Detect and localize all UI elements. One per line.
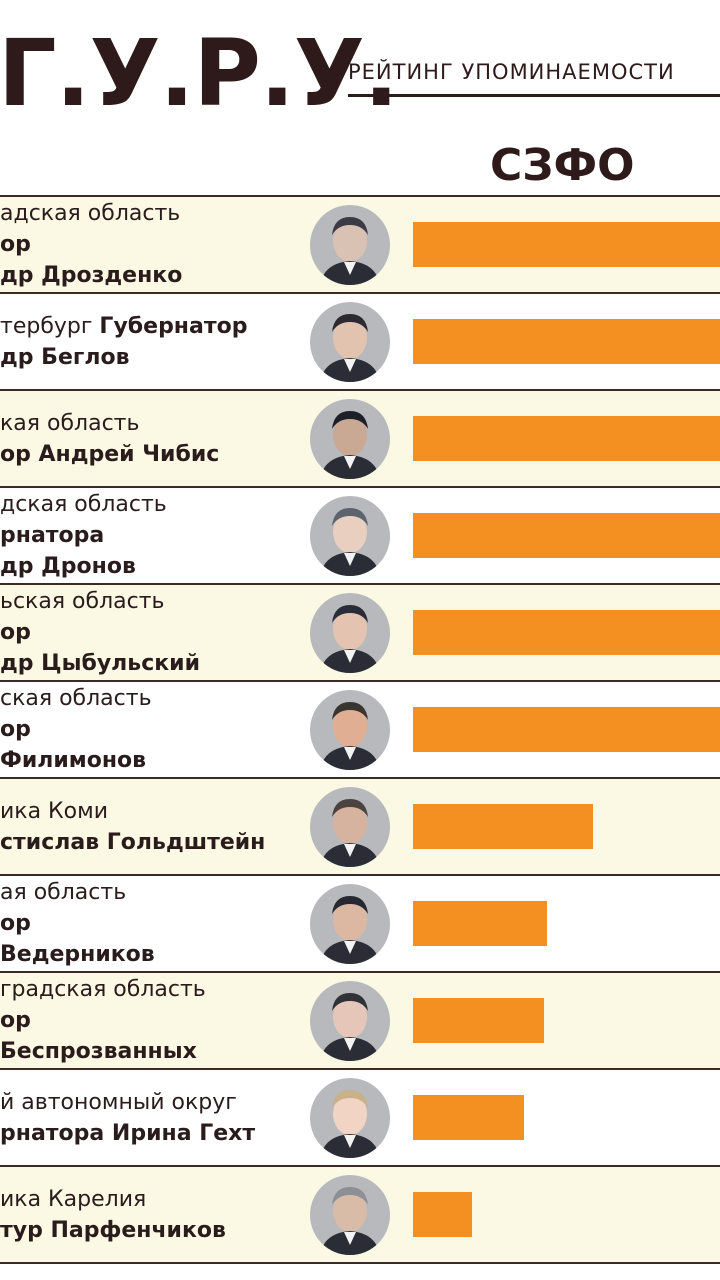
ranking-row: адская область ор др Дрозденко [0,195,720,292]
ranking-row: й автономный округ рнатора Ирина Гехт [0,1068,720,1165]
label-line: др Дрозденко [0,263,183,288]
label-line: др Цыбульский [0,651,201,676]
label-line: Беспрозванных [0,1039,197,1064]
mention-bar [413,1095,524,1140]
official-label: тербург Губернатор др Беглов [0,294,300,389]
ranking-row: ская область ор Филимонов [0,680,720,777]
ranking-row: дская область рнатора др Дронов [0,486,720,583]
label-line: рнатора Ирина Гехт [0,1120,256,1146]
ranking-row: тербург Губернатор др Беглов [0,292,720,389]
label-line: тербург Губернатор [0,311,300,342]
portrait-photo [310,496,390,576]
portrait-photo [310,884,390,964]
label-line: др Беглов [0,344,130,370]
label-line: рнатора [0,523,105,548]
label-line: ика Карелия [0,1186,147,1212]
label-line: й автономный округ [0,1089,237,1115]
mention-bar [413,416,720,461]
mention-bar [413,513,720,558]
label-line: Филимонов [0,748,147,773]
official-label: ая область ор Ведерников [0,876,300,971]
label-line: ая область [0,880,127,905]
label-line: дская область [0,492,167,517]
label-line: ьская область [0,589,165,614]
portrait-photo [310,1175,390,1255]
label-line: ор [0,232,31,257]
official-label: ика Карелия тур Парфенчиков [0,1167,300,1262]
label-line: кая область [0,410,140,436]
label-line: ор [0,911,31,936]
mention-bar [413,1192,472,1237]
label-line: ор [0,1008,31,1033]
label-line: ор [0,717,31,742]
official-label: ьская область ор др Цыбульский [0,585,300,680]
label-line: Ведерников [0,942,155,967]
mention-bar [413,222,720,267]
official-label: адская область ор др Дрозденко [0,197,300,292]
official-label: ская область ор Филимонов [0,682,300,777]
region-title: СЗФО [490,140,635,191]
mention-bar [413,901,547,946]
ranking-row: градская область ор Беспрозванных [0,971,720,1068]
mention-bar [413,804,593,849]
label-line: ика Коми [0,798,109,824]
ranking-row: кая область ор Андрей Чибис [0,389,720,486]
mention-bar [413,707,720,752]
portrait-photo [310,205,390,285]
portrait-photo [310,1078,390,1158]
label-part: тербург [0,313,100,339]
portrait-photo [310,787,390,867]
ranking-list: адская область ор др Дрозденко тербург Губе… [0,195,720,1264]
ranking-row: ая область ор Ведерников [0,874,720,971]
mention-bar [413,610,720,655]
subtitle-underline [348,94,720,97]
ranking-row: ьская область ор др Цыбульский [0,583,720,680]
label-line: ор [0,620,31,645]
label-line: стислав Гольдштейн [0,829,266,855]
portrait-photo [310,690,390,770]
mention-bar [413,319,720,364]
official-label: ика Коми стислав Гольдштейн [0,779,300,874]
label-line: ор Андрей Чибис [0,441,220,467]
portrait-photo [310,302,390,382]
official-label: кая область ор Андрей Чибис [0,391,300,486]
label-line: адская область [0,201,181,226]
label-part-bold: Губернатор [99,313,248,339]
ranking-row: ика Коми стислав Гольдштейн [0,777,720,874]
logo-text: Г.У.Р.У. [0,20,399,127]
label-line: ская область [0,686,152,711]
mention-bar [413,998,544,1043]
ranking-row: ика Карелия тур Парфенчиков [0,1165,720,1264]
official-label: градская область ор Беспрозванных [0,973,300,1068]
official-label: й автономный округ рнатора Ирина Гехт [0,1070,300,1165]
label-line: тур Парфенчиков [0,1217,226,1243]
official-label: дская область рнатора др Дронов [0,488,300,583]
portrait-photo [310,399,390,479]
portrait-photo [310,981,390,1061]
label-line: градская область [0,977,206,1002]
portrait-photo [310,593,390,673]
chart-subtitle: РЕЙТИНГ УПОМИНАЕМОСТИ [348,60,675,84]
label-line: др Дронов [0,554,136,579]
